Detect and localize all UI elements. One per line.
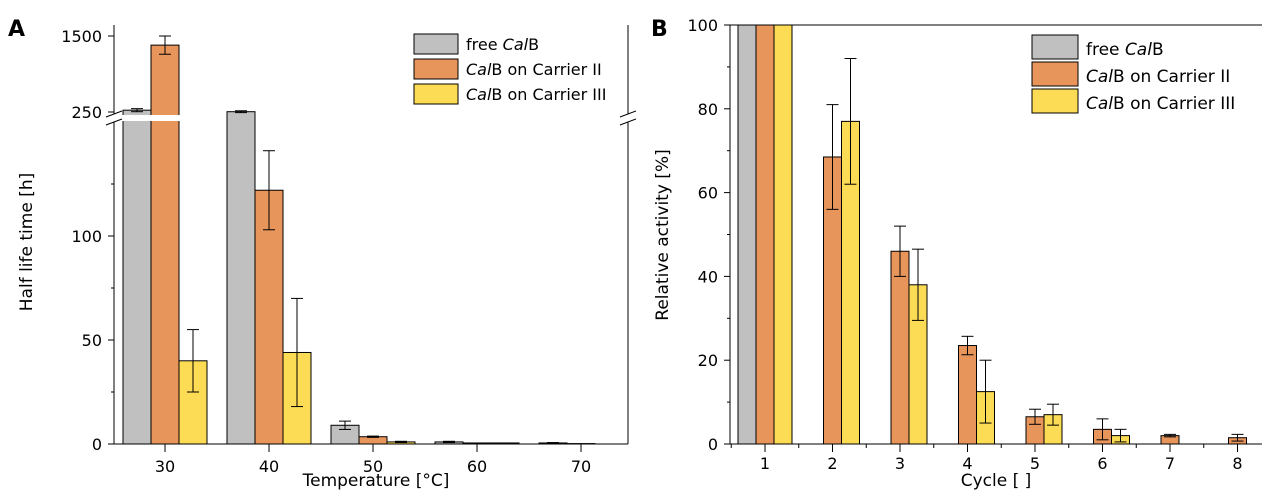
x-tick-label-b-4: 4 — [962, 454, 972, 473]
y-tick-label-b-60: 60 — [698, 184, 718, 203]
x-tick-label-a-60: 60 — [467, 457, 487, 476]
x-tick-label-b-2: 2 — [827, 454, 837, 473]
bar-b-3-s1 — [890, 250, 910, 445]
bar-a-40-s1 — [254, 189, 284, 445]
x-tick-label-b-3: 3 — [895, 454, 905, 473]
panel-a-legend: free CalB CalB on Carrier II CalB on Carri… — [413, 33, 606, 105]
a-legend-swatch-1 — [413, 58, 459, 80]
y-tick-label-b-20: 20 — [698, 351, 718, 370]
b-legend-swatch-0 — [1031, 34, 1079, 60]
y-tick-label-a-50: 50 — [82, 331, 102, 350]
x-tick-label-b-8: 8 — [1232, 454, 1242, 473]
panel-b-error-bars — [826, 58, 1244, 443]
bar-a-30-s1 — [150, 44, 180, 445]
x-tick-label-b-5: 5 — [1030, 454, 1040, 473]
x-tick-label-b-1: 1 — [760, 454, 770, 473]
b-legend-swatch-1 — [1031, 61, 1079, 87]
panel-a-bars — [122, 44, 596, 445]
y-tick-label-a-100: 100 — [71, 227, 102, 246]
y-tick-label-b-100: 100 — [687, 16, 718, 35]
x-tick-label-a-40: 40 — [259, 457, 279, 476]
break-mark-a-left-2 — [105, 118, 123, 126]
bar-b-1-s2 — [773, 24, 793, 445]
x-tick-label-a-50: 50 — [363, 457, 383, 476]
panel-a-x-axis-label: Temperature [°C] — [302, 471, 450, 491]
panel-a-error-bars — [131, 35, 559, 444]
panel-a-y-axis-label: Half life time [h] — [17, 173, 37, 311]
panel-b-y-axis-label: Relative activity [%] — [653, 149, 673, 320]
a-legend-swatch-0 — [413, 33, 459, 55]
y-tick-label-a-1500: 1500 — [61, 27, 102, 46]
break-mark-a-left-1 — [105, 110, 123, 118]
panel-a-label: A — [8, 17, 25, 42]
a-legend-label-2: CalB on Carrier III — [466, 85, 606, 104]
bar-a-40-s0 — [226, 111, 256, 445]
panel-b-label: B — [651, 17, 668, 42]
y-tick-label-a-0: 0 — [92, 435, 102, 454]
panel-b-x-axis-label: Cycle [ ] — [961, 471, 1032, 491]
b-legend-label-1: CalB on Carrier II — [1086, 67, 1230, 87]
panel-b-legend: free CalB CalB on Carrier II CalB on Carri… — [1031, 34, 1235, 114]
b-legend-label-2: CalB on Carrier III — [1086, 94, 1235, 114]
a-legend-label-0: free CalB — [466, 35, 539, 54]
panel-a-axes: 30 40 50 60 70 0 50 100 250 1500 — [61, 25, 637, 476]
break-mark-a-right-1 — [619, 110, 637, 118]
y-tick-label-b-40: 40 — [698, 267, 718, 286]
y-tick-label-b-80: 80 — [698, 100, 718, 119]
bar-b-4-s1 — [958, 345, 977, 445]
y-tick-label-b-0: 0 — [708, 435, 718, 454]
axis-break-gap-a — [102, 115, 212, 121]
x-tick-label-a-30: 30 — [155, 457, 175, 476]
a-legend-label-1: CalB on Carrier II — [466, 60, 602, 79]
b-legend-swatch-2 — [1031, 88, 1079, 114]
x-tick-label-b-6: 6 — [1097, 454, 1107, 473]
y-tick-label-a-250: 250 — [71, 103, 102, 122]
x-tick-label-a-70: 70 — [571, 457, 591, 476]
panel-a: A 30 40 50 60 70 0 50 100 250 1500 free CalB CalB … — [8, 17, 637, 491]
break-mark-a-right-2 — [619, 118, 637, 126]
panel-b-bars — [737, 24, 1247, 445]
bar-a-30-s0 — [122, 109, 152, 445]
a-legend-swatch-2 — [413, 83, 459, 105]
bar-b-1-s1 — [755, 24, 775, 445]
x-tick-label-b-7: 7 — [1165, 454, 1175, 473]
b-legend-label-0: free CalB — [1086, 40, 1164, 60]
bar-b-1-s0 — [737, 24, 757, 445]
